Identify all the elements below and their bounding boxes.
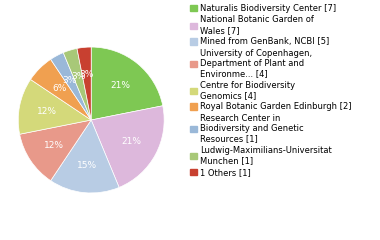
Wedge shape — [30, 59, 91, 120]
Text: 21%: 21% — [110, 81, 130, 90]
Text: 12%: 12% — [44, 141, 63, 150]
Legend: Naturalis Biodiversity Center [7], National Botanic Garden of
Wales [7], Mined f: Naturalis Biodiversity Center [7], Natio… — [190, 4, 352, 177]
Wedge shape — [20, 120, 91, 181]
Text: 3%: 3% — [71, 72, 85, 81]
Wedge shape — [63, 48, 91, 120]
Wedge shape — [51, 53, 91, 120]
Wedge shape — [77, 47, 91, 120]
Text: 3%: 3% — [63, 76, 77, 85]
Text: 6%: 6% — [52, 84, 66, 92]
Wedge shape — [51, 120, 119, 193]
Text: 12%: 12% — [37, 107, 57, 116]
Text: 15%: 15% — [77, 161, 97, 169]
Text: 3%: 3% — [79, 71, 94, 79]
Wedge shape — [91, 47, 163, 120]
Text: 21%: 21% — [121, 137, 141, 146]
Wedge shape — [91, 106, 164, 187]
Wedge shape — [18, 79, 91, 134]
